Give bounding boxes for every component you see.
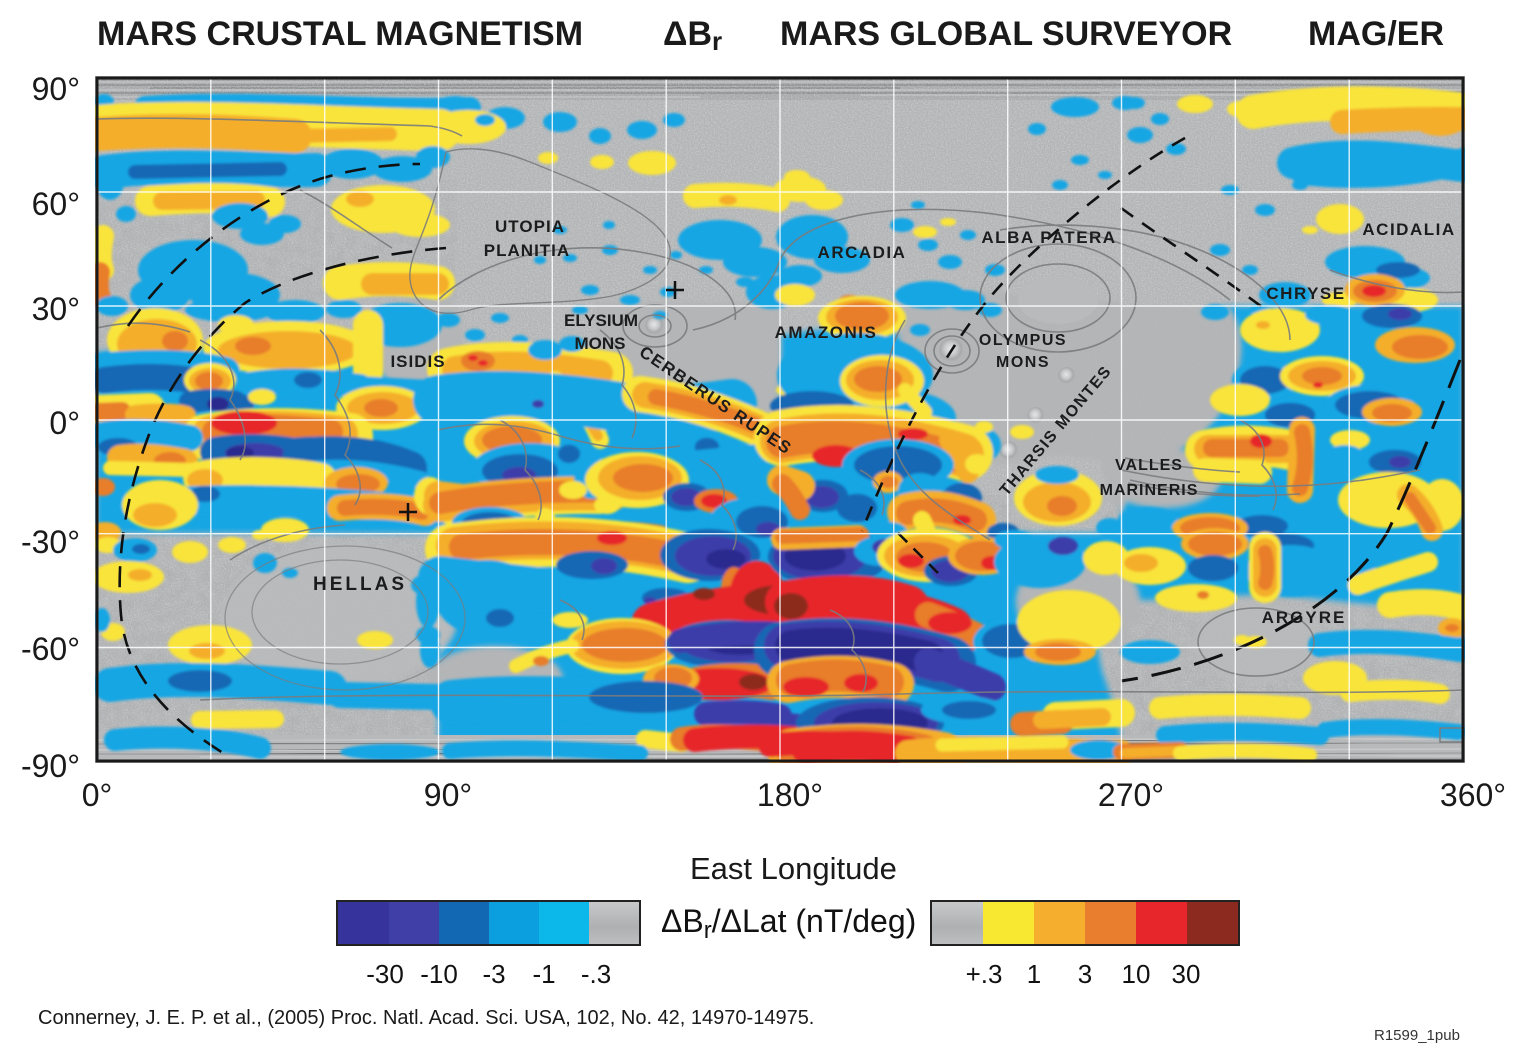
svg-text:VALLES: VALLES [1115, 457, 1183, 474]
svg-text:MONS: MONS [996, 354, 1050, 371]
svg-text:ISIDIS: ISIDIS [390, 352, 445, 371]
svg-text:MARINERIS: MARINERIS [1100, 482, 1199, 499]
svg-text:ARCADIA: ARCADIA [818, 243, 907, 262]
svg-text:CHRYSE: CHRYSE [1266, 284, 1345, 303]
svg-text:ALBA PATERA: ALBA PATERA [981, 228, 1116, 247]
svg-text:MONS: MONS [575, 334, 626, 353]
svg-text:ARGYRE: ARGYRE [1262, 608, 1347, 627]
svg-text:ELYSIUM: ELYSIUM [564, 311, 638, 330]
svg-text:HELLAS: HELLAS [313, 574, 407, 595]
svg-text:PLANITIA: PLANITIA [484, 241, 570, 260]
svg-text:UTOPIA: UTOPIA [495, 217, 565, 236]
svg-text:AMAZONIS: AMAZONIS [775, 323, 878, 342]
svg-text:OLYMPUS: OLYMPUS [979, 332, 1067, 349]
svg-text:ACIDALIA: ACIDALIA [1362, 220, 1455, 239]
